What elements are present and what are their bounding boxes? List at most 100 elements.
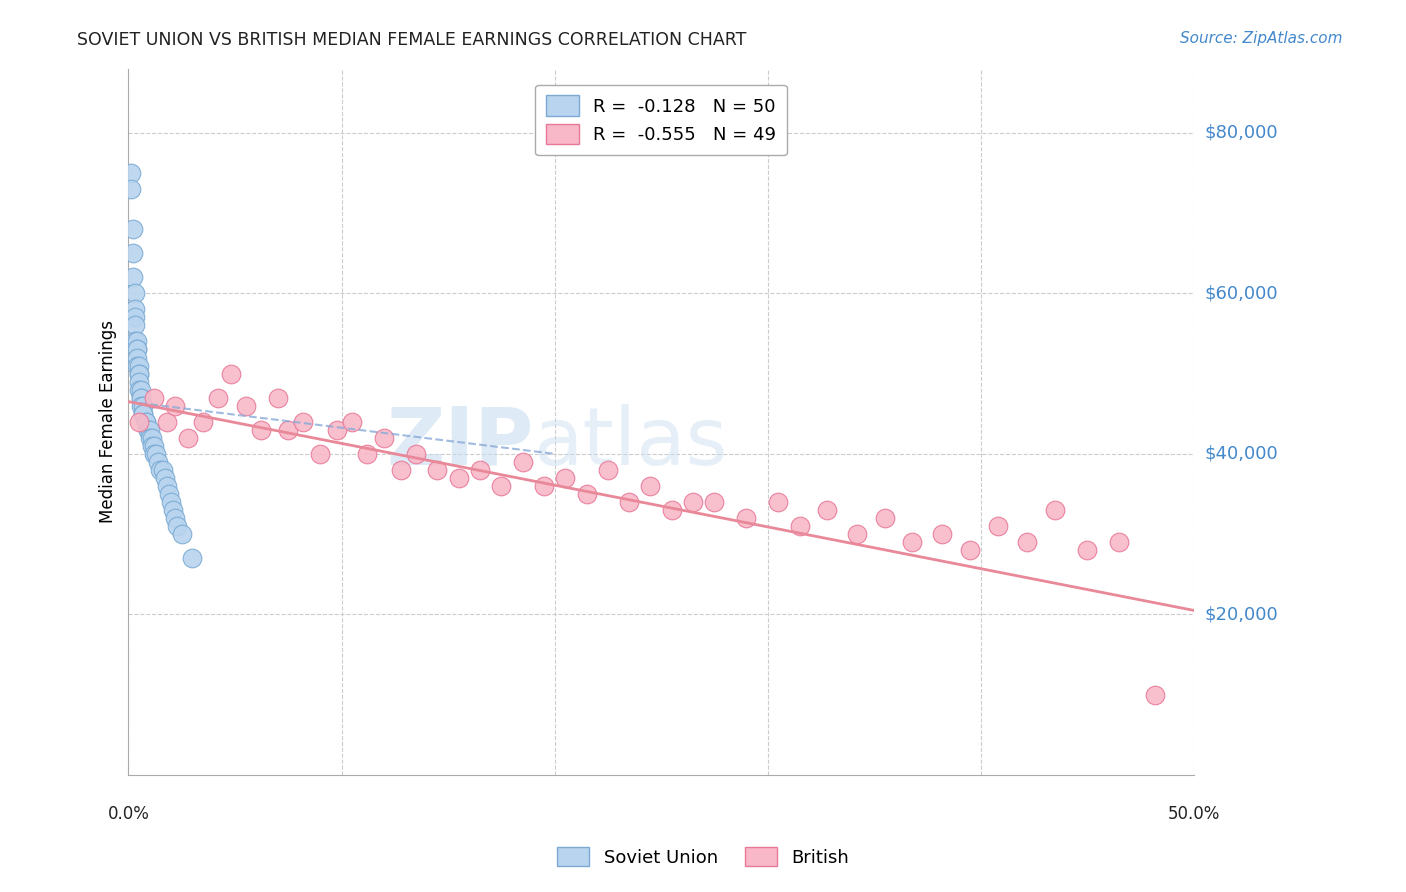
Point	[266, 391, 288, 405]
Point	[170, 527, 193, 541]
Point	[682, 495, 704, 509]
Point	[132, 407, 155, 421]
Point	[207, 391, 229, 405]
Point	[309, 447, 332, 461]
Point	[703, 495, 725, 509]
Point	[125, 359, 148, 373]
Point	[139, 423, 162, 437]
Point	[554, 471, 576, 485]
Point	[134, 415, 156, 429]
Point	[277, 423, 299, 437]
Point	[661, 503, 683, 517]
Point	[132, 407, 155, 421]
Point	[129, 383, 152, 397]
Legend: Soviet Union, British: Soviet Union, British	[550, 840, 856, 874]
Point	[1017, 535, 1039, 549]
Text: Source: ZipAtlas.com: Source: ZipAtlas.com	[1180, 31, 1343, 46]
Point	[156, 415, 179, 429]
Point	[128, 375, 150, 389]
Point	[124, 310, 146, 325]
Point	[356, 447, 378, 461]
Point	[340, 415, 363, 429]
Point	[124, 286, 146, 301]
Text: 50.0%: 50.0%	[1167, 805, 1220, 823]
Legend: R =  -0.128   N = 50, R =  -0.555   N = 49: R = -0.128 N = 50, R = -0.555 N = 49	[536, 85, 787, 155]
Point	[124, 318, 146, 333]
Point	[846, 527, 869, 541]
Point	[125, 334, 148, 349]
Point	[129, 391, 152, 405]
Point	[136, 423, 159, 437]
Point	[125, 343, 148, 357]
Point	[1043, 503, 1066, 517]
Point	[139, 431, 162, 445]
Point	[901, 535, 924, 549]
Point	[249, 423, 271, 437]
Point	[191, 415, 214, 429]
Point	[735, 511, 758, 525]
Point	[153, 471, 176, 485]
Text: SOVIET UNION VS BRITISH MEDIAN FEMALE EARNINGS CORRELATION CHART: SOVIET UNION VS BRITISH MEDIAN FEMALE EA…	[77, 31, 747, 49]
Point	[128, 367, 150, 381]
Point	[181, 551, 204, 566]
Point	[768, 495, 790, 509]
Point	[121, 222, 143, 236]
Point	[447, 471, 470, 485]
Point	[121, 270, 143, 285]
Point	[149, 463, 172, 477]
Point	[468, 463, 491, 477]
Point	[128, 359, 150, 373]
Point	[292, 415, 315, 429]
Point	[128, 367, 150, 381]
Point	[389, 463, 412, 477]
Point	[166, 519, 188, 533]
Point	[160, 495, 183, 509]
Point	[141, 439, 163, 453]
Point	[931, 527, 953, 541]
Point	[148, 455, 170, 469]
Text: atlas: atlas	[533, 404, 728, 482]
Point	[815, 503, 838, 517]
Point	[128, 415, 150, 429]
Point	[132, 399, 155, 413]
Point	[373, 431, 395, 445]
Text: $80,000: $80,000	[1205, 124, 1278, 142]
Point	[1144, 688, 1167, 702]
Text: 0.0%: 0.0%	[107, 805, 149, 823]
Point	[491, 479, 513, 493]
Point	[162, 503, 184, 517]
Point	[120, 166, 142, 180]
Point	[1108, 535, 1130, 549]
Point	[143, 439, 166, 453]
Point	[134, 415, 156, 429]
Point	[152, 463, 174, 477]
Point	[120, 182, 142, 196]
Point	[512, 455, 534, 469]
Point	[235, 399, 257, 413]
Point	[1076, 543, 1098, 558]
Point	[177, 431, 200, 445]
Point	[219, 367, 242, 381]
Point	[640, 479, 662, 493]
Point	[575, 487, 598, 501]
Point	[405, 447, 427, 461]
Point	[124, 302, 146, 317]
Point	[596, 463, 619, 477]
Point	[873, 511, 896, 525]
Point	[125, 351, 148, 365]
Point	[145, 447, 167, 461]
Point	[128, 383, 150, 397]
Point	[789, 519, 811, 533]
Point	[165, 399, 187, 413]
Text: $20,000: $20,000	[1205, 606, 1278, 624]
Text: ZIP: ZIP	[387, 404, 533, 482]
Point	[143, 447, 166, 461]
Point	[533, 479, 555, 493]
Point	[987, 519, 1010, 533]
Point	[121, 246, 143, 260]
Text: $60,000: $60,000	[1205, 285, 1278, 302]
Point	[617, 495, 640, 509]
Point	[129, 391, 152, 405]
Point	[125, 343, 148, 357]
Point	[124, 334, 146, 349]
